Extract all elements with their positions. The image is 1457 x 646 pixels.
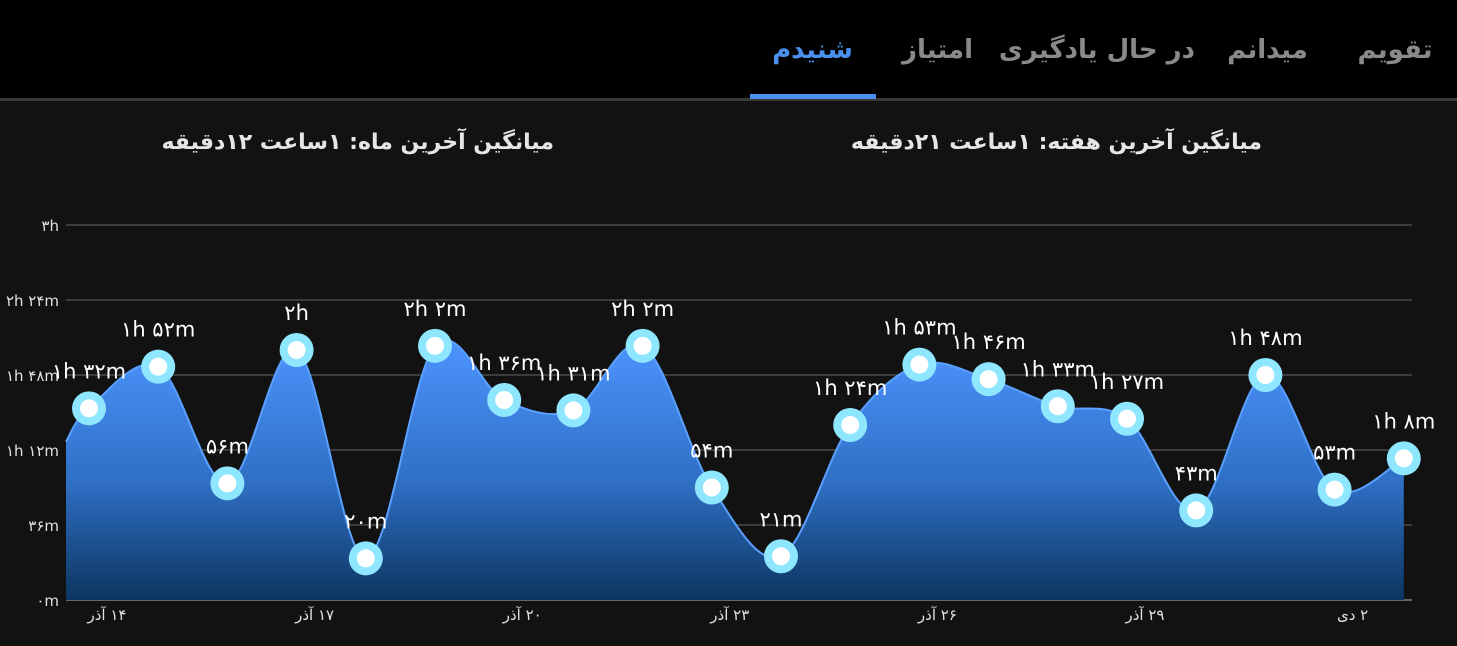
data-label: ۲۱m	[759, 507, 802, 531]
monthly-average-minutes: ۱۲دقیقه	[161, 130, 253, 155]
weekly-average-hours: ۱ساعت	[949, 130, 1031, 155]
data-label: ۱h ۳۱m	[536, 361, 610, 385]
data-point	[356, 549, 375, 568]
tab-calendar[interactable]: تقویم	[1357, 35, 1433, 65]
weekly-average: میانگین آخرین هفته: ۱ساعت ۲۱دقیقه	[851, 125, 1262, 161]
area-fill	[66, 339, 1404, 600]
y-tick-label: ۳h	[41, 217, 59, 235]
data-label: ۵۳m	[1313, 441, 1356, 465]
monthly-average-hours: ۱ساعت	[259, 130, 342, 155]
x-tick-label: ۱۴ آذر	[87, 606, 127, 624]
weekly-average-label: میانگین آخرین هفته:	[1038, 130, 1262, 155]
tab-learning[interactable]: در حال یادگیری	[998, 35, 1195, 65]
weekly-average-minutes: ۲۱دقیقه	[850, 130, 942, 155]
y-tick-label: ۲h ۲۴m	[6, 292, 59, 310]
data-label: ۵۶m	[206, 434, 249, 458]
data-point	[1256, 366, 1275, 384]
data-label: ۲h ۲m	[611, 297, 674, 321]
data-points	[72, 328, 1421, 576]
tab-known[interactable]: میدانم	[1227, 35, 1308, 65]
data-label: ۱h ۸m	[1372, 409, 1435, 433]
x-tick-label: ۱۷ آذر	[294, 606, 334, 624]
y-axis-labels: ۰m ۳۶m ۱h ۱۲m ۱h ۴۸m ۲h ۲۴m ۳h	[6, 217, 59, 610]
top-navigation-bar	[0, 0, 1457, 98]
data-label: ۲۰m	[344, 509, 387, 533]
data-label: ۵۴m	[690, 439, 733, 463]
data-label: ۱h ۲۷m	[1090, 370, 1164, 394]
x-tick-label: ۲۳ آذر	[709, 606, 749, 624]
data-label: ۱h ۴۶m	[951, 330, 1025, 354]
data-label: ۱h ۴۸m	[1228, 326, 1302, 350]
data-point	[495, 391, 514, 409]
data-point	[1118, 409, 1136, 428]
data-point	[702, 478, 721, 497]
data-point	[287, 341, 306, 359]
data-point	[1325, 480, 1344, 499]
y-tick-label: ۱h ۴۸m	[6, 367, 59, 385]
tab-bar-divider	[0, 98, 1457, 101]
tab-score[interactable]: امتیاز	[902, 35, 973, 65]
data-point	[1394, 449, 1413, 468]
data-point	[910, 355, 929, 374]
monthly-average-label: میانگین آخرین ماه:	[349, 130, 554, 155]
data-point	[1187, 501, 1206, 520]
data-point	[841, 416, 860, 434]
data-point	[149, 357, 168, 376]
x-tick-label: ۲۰ آذر	[502, 606, 542, 624]
data-label: ۱h ۳۲m	[52, 359, 126, 383]
x-tick-label: ۲۹ آذر	[1125, 606, 1165, 624]
tab-heard[interactable]: شنیدم	[772, 35, 853, 65]
y-tick-label: ۳۶m	[28, 517, 59, 535]
active-tab-indicator	[750, 94, 876, 99]
data-point	[426, 336, 444, 355]
data-label: ۲h ۲m	[404, 297, 467, 321]
data-point	[564, 401, 583, 420]
x-axis-labels: ۱۴ آذر ۱۷ آذر ۲۰ آذر ۲۳ آذر ۲۶ آذر ۲۹ آذر ۲ دی	[87, 606, 1369, 624]
data-label: ۱h ۳۳m	[1021, 357, 1095, 381]
data-point	[1048, 397, 1067, 416]
data-label: ۱h ۵۳m	[882, 316, 956, 340]
data-label: ۴۳m	[1175, 461, 1218, 485]
x-tick-label: ۲ دی	[1337, 606, 1368, 624]
data-point	[772, 547, 790, 566]
data-point	[80, 399, 98, 418]
data-label: ۱h ۳۶m	[467, 351, 541, 375]
data-label: ۱h ۵۲m	[121, 318, 195, 342]
y-tick-label: ۱h ۱۲m	[6, 442, 59, 460]
x-tick-label: ۲۶ آذر	[917, 606, 957, 624]
y-tick-label: ۰m	[36, 592, 59, 610]
monthly-average: میانگین آخرین ماه: ۱ساعت ۱۲دقیقه	[161, 125, 554, 161]
data-point	[218, 474, 237, 493]
data-label: ۱h ۲۴m	[813, 376, 887, 400]
data-point	[979, 370, 998, 389]
data-label: ۲h	[284, 301, 309, 325]
data-point	[633, 336, 652, 355]
